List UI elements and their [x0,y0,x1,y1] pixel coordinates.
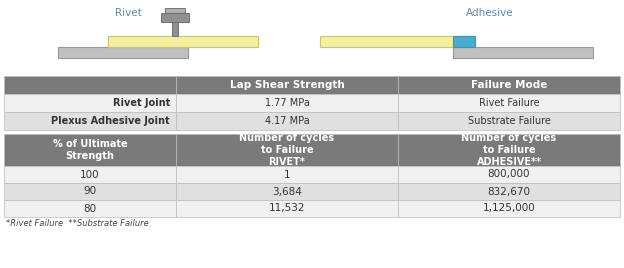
Text: Rivet: Rivet [115,8,142,18]
Text: Lap Shear Strength: Lap Shear Strength [230,80,344,90]
Text: 11,532: 11,532 [269,203,305,214]
Bar [176,134,398,166]
Text: % of Ultimate
Strength: % of Ultimate Strength [52,139,127,161]
Bar [4,76,176,94]
Text: Adhesive: Adhesive [466,8,514,18]
Text: Number of cycles
to Failure
ADHESIVE**: Number of cycles to Failure ADHESIVE** [461,133,557,168]
Bar [176,166,398,183]
Bar [398,94,620,112]
Text: 1.77 MPa: 1.77 MPa [265,98,310,108]
Text: 1,125,000: 1,125,000 [482,203,535,214]
Text: 832,670: 832,670 [487,187,530,196]
Bar [4,183,176,200]
Bar [176,76,398,94]
Text: 4.17 MPa: 4.17 MPa [265,116,310,126]
Bar [4,112,176,130]
Text: 90: 90 [84,187,97,196]
Bar [398,134,620,166]
Bar [398,112,620,130]
Text: Plexus Adhesive Joint: Plexus Adhesive Joint [51,116,170,126]
Text: 3,684: 3,684 [272,187,302,196]
Text: 800,000: 800,000 [488,169,530,180]
Bar [453,47,593,58]
Bar [398,76,620,94]
Text: Number of cycles
to Failure
RIVET*: Number of cycles to Failure RIVET* [240,133,334,168]
Text: *Rivet Failure  **Substrate Failure: *Rivet Failure **Substrate Failure [6,219,149,228]
Bar [398,183,620,200]
Text: Failure Mode: Failure Mode [471,80,547,90]
Bar [4,200,176,217]
Text: 1: 1 [284,169,290,180]
Bar [320,36,475,47]
Bar [398,200,620,217]
Bar [176,94,398,112]
Bar [172,22,178,36]
Text: Rivet Joint: Rivet Joint [113,98,170,108]
Text: 100: 100 [80,169,100,180]
Bar [161,13,189,22]
Bar [4,166,176,183]
Bar [176,112,398,130]
Bar [176,200,398,217]
Text: 80: 80 [84,203,97,214]
Bar [4,134,176,166]
Bar [398,166,620,183]
Text: Rivet Failure: Rivet Failure [479,98,539,108]
Bar [176,183,398,200]
Bar [453,36,475,47]
Bar [58,47,188,58]
Bar [4,94,176,112]
Bar [165,8,185,13]
Text: Substrate Failure: Substrate Failure [467,116,550,126]
Bar [108,36,258,47]
